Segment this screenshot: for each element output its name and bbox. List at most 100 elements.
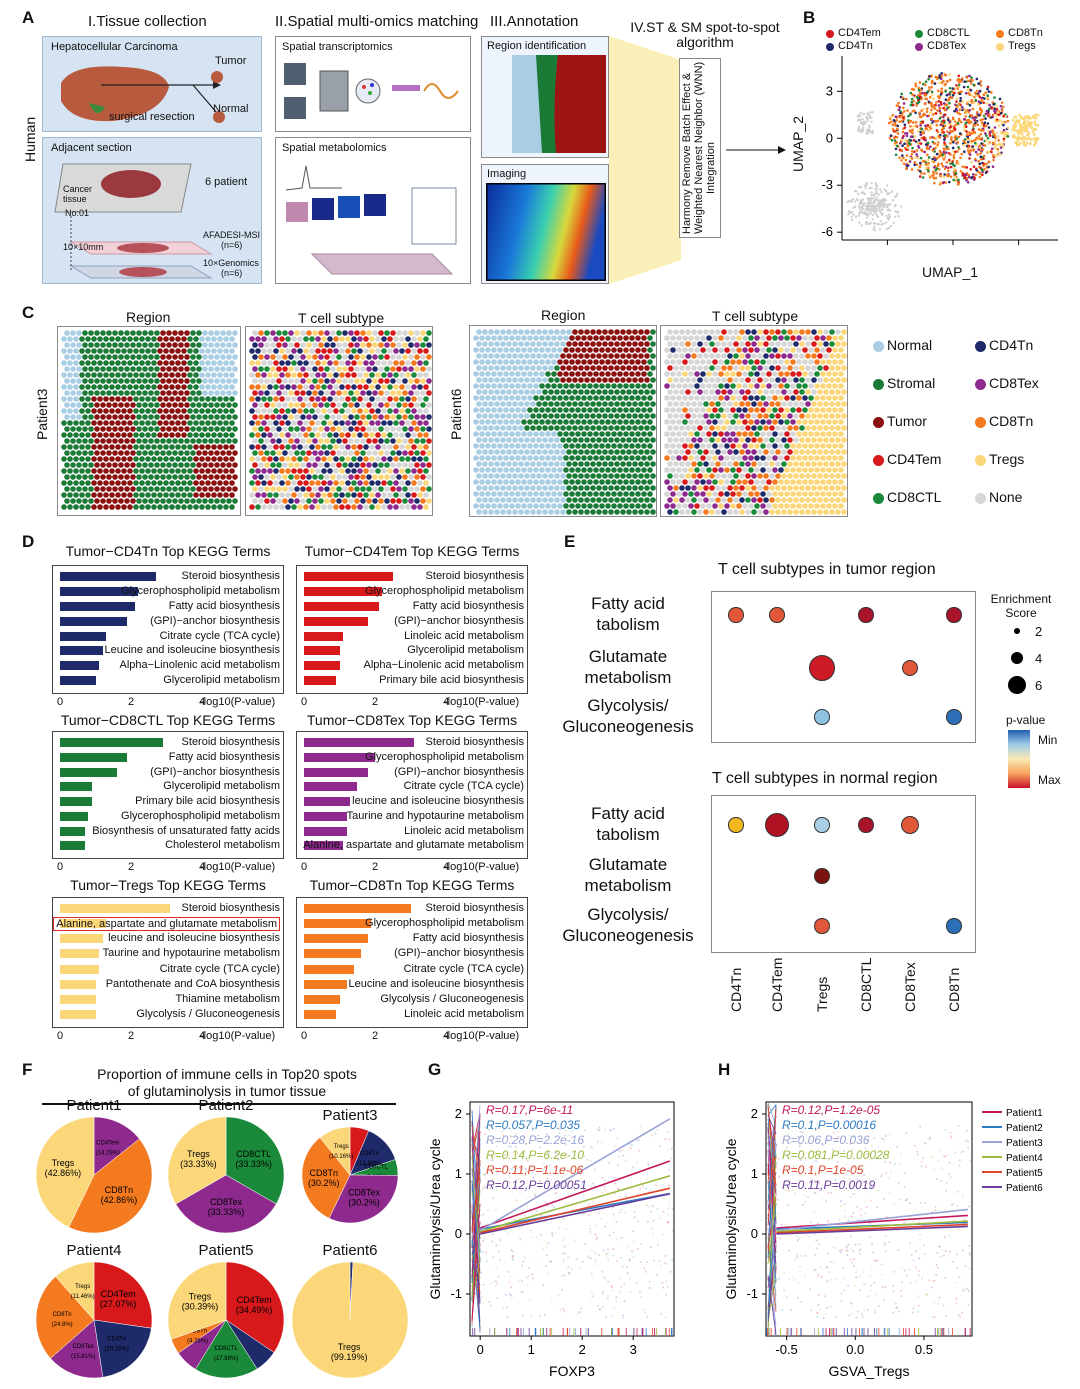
region-spot [73, 408, 79, 414]
umap-point [953, 109, 956, 113]
region-spot [208, 462, 214, 468]
region-spot [626, 401, 632, 407]
subtype-spot [417, 492, 423, 498]
subtype-spot [324, 462, 330, 468]
subtype-spot [279, 408, 285, 414]
umap-point [906, 144, 910, 148]
region-spot [130, 390, 136, 396]
umap-point [890, 120, 893, 124]
region-spot [473, 347, 479, 353]
region-spot [488, 485, 494, 491]
umap-point [862, 212, 865, 215]
umap-point [885, 205, 888, 209]
umap-point [1025, 141, 1029, 145]
region-spot [647, 371, 653, 377]
region-spot [650, 341, 656, 347]
region-spot [605, 395, 611, 401]
region-spot [539, 335, 545, 341]
subtype-spot [279, 456, 285, 462]
subtype-spot [727, 377, 733, 383]
subtype-spot [366, 486, 372, 492]
umap-point [886, 209, 890, 212]
region-spot [560, 389, 566, 395]
subtype-spot [832, 335, 838, 341]
subtype-spot [676, 431, 682, 437]
subtype-spot [381, 468, 387, 474]
umap-point [943, 133, 947, 137]
region-spot [602, 425, 608, 431]
subtype-spot [700, 407, 706, 413]
subtype-spot [276, 462, 282, 468]
subtype-spot [315, 456, 321, 462]
umap-point [922, 107, 926, 111]
region-spot [166, 438, 172, 444]
umap-point [986, 87, 989, 91]
umap-point [987, 126, 991, 129]
region-spot [521, 407, 527, 413]
umap-point [900, 159, 903, 162]
subtype-spot [799, 425, 805, 431]
region-spot [145, 444, 151, 450]
p6-region-title: Region [541, 307, 586, 323]
umap-point [896, 124, 900, 128]
umap-point [955, 137, 959, 140]
region-spot [217, 432, 223, 438]
subtype-spot [333, 408, 339, 414]
region-spot [169, 504, 175, 510]
subtype-spot [339, 492, 345, 498]
subtype-spot [823, 377, 829, 383]
subtype-spot [393, 408, 399, 414]
region-spot [554, 353, 560, 359]
subtype-spot [423, 360, 429, 366]
umap-point [903, 126, 907, 129]
region-spot [536, 425, 542, 431]
region-spot [106, 414, 112, 420]
subtype-spot [309, 336, 315, 342]
subtype-spot [805, 401, 811, 407]
region-spot [515, 431, 521, 437]
region-spot [572, 401, 578, 407]
umap-point [870, 186, 873, 190]
umap-point [941, 164, 945, 168]
umap-point [859, 129, 862, 132]
region-spot [97, 384, 103, 390]
region-spot [205, 348, 211, 354]
umap-point [995, 118, 999, 122]
region-spot [494, 401, 500, 407]
umap-legend-dot [996, 30, 1004, 38]
umap-point [1022, 118, 1026, 121]
subtype-spot [399, 408, 405, 414]
umap-point [988, 115, 991, 118]
region-spot [566, 329, 572, 335]
region-spot [596, 461, 602, 467]
region-spot [623, 335, 629, 341]
umap-point [942, 102, 946, 105]
region-spot [121, 360, 127, 366]
umap-point [960, 152, 963, 156]
subtype-spot [321, 492, 327, 498]
region-spot [485, 455, 491, 461]
region-spot [154, 486, 160, 492]
region-spot [479, 335, 485, 341]
region-spot [509, 347, 515, 353]
region-spot [587, 503, 593, 509]
umap-point [918, 95, 922, 99]
subtype-spot [664, 419, 670, 425]
region-spot [121, 504, 127, 510]
region-spot [178, 438, 184, 444]
region-spot [605, 347, 611, 353]
region-spot [494, 341, 500, 347]
subtype-spot [727, 401, 733, 407]
umap-point [917, 86, 921, 90]
region-spot [623, 503, 629, 509]
umap-point [957, 162, 961, 166]
umap-point [952, 154, 956, 157]
subtype-spot [351, 504, 357, 510]
umap-point [1036, 137, 1040, 141]
region-spot [644, 473, 650, 479]
region-spot [169, 444, 175, 450]
region-spot [476, 449, 482, 455]
umap-point [956, 150, 959, 153]
region-spot [566, 353, 572, 359]
umap-point [1025, 128, 1029, 132]
